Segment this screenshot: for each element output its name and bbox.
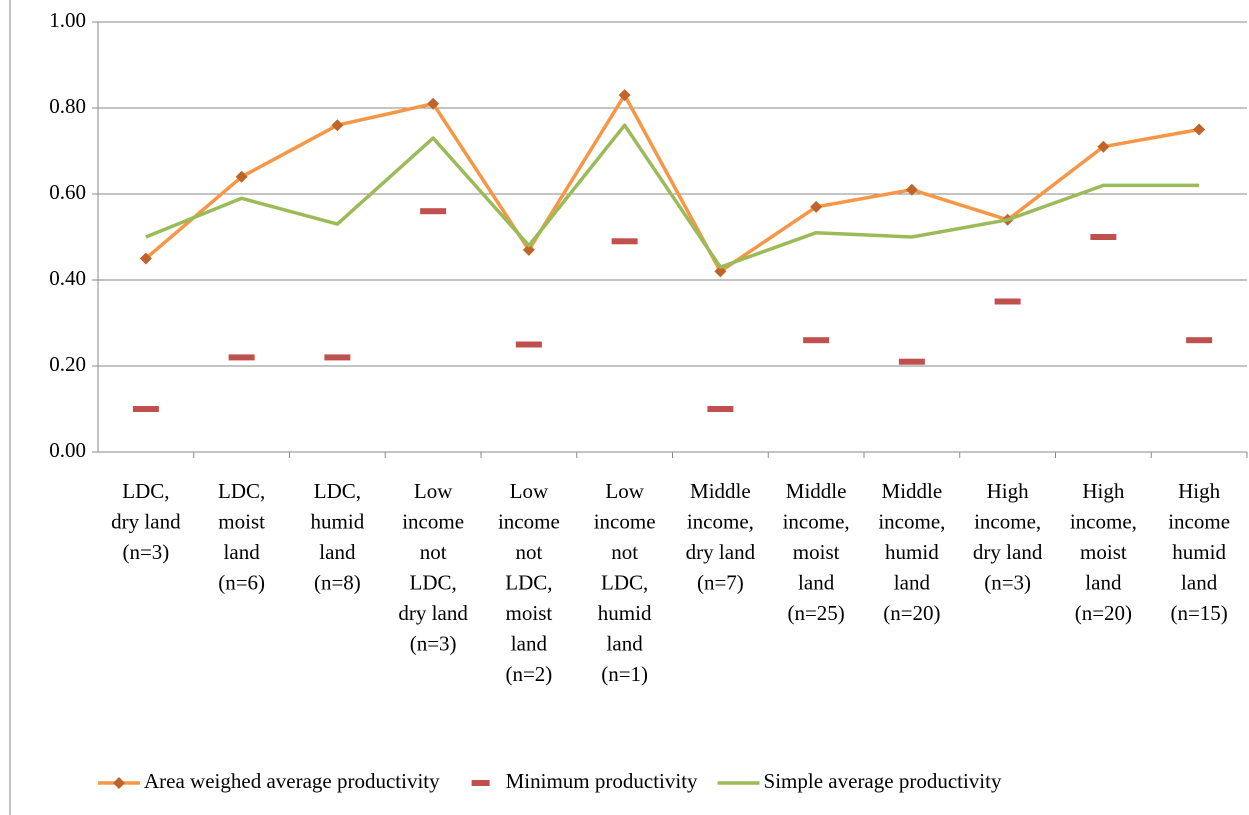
point <box>714 265 727 278</box>
point <box>618 89 631 102</box>
x-tick-label: Low income not LDC, dry land (n=3) <box>398 479 468 656</box>
point <box>898 358 925 365</box>
point <box>1097 140 1110 153</box>
legend-label: Simple average productivity <box>764 769 1002 793</box>
legend-label: Area weighed average productivity <box>144 769 440 793</box>
point <box>132 406 159 412</box>
point <box>1186 337 1213 344</box>
y-tick-label: 0.20 <box>49 352 86 376</box>
x-tick-label: Low income not LDC, moist land (n=2) <box>498 479 560 686</box>
point <box>139 252 152 265</box>
x-tick-label: High income humid land (n=15) <box>1168 479 1230 625</box>
point <box>1193 123 1206 136</box>
x-tick-label: Low income not LDC, humid land (n=1) <box>594 479 656 686</box>
x-tick-label: High income, moist land (n=20) <box>1070 479 1137 625</box>
point <box>994 298 1021 305</box>
legend-label: Minimum productivity <box>506 769 698 793</box>
x-tick-label: High income, dry land (n=3) <box>973 479 1043 595</box>
series-line <box>144 93 1200 274</box>
point <box>324 354 351 361</box>
point <box>803 337 830 344</box>
y-tick-label: 0.80 <box>49 94 86 118</box>
y-tick-label: 1.00 <box>49 8 86 32</box>
legend-marker <box>113 777 125 789</box>
point <box>707 406 734 412</box>
point <box>1090 234 1117 240</box>
x-tick-label: LDC, moist land (n=6) <box>218 479 265 595</box>
point <box>810 200 823 213</box>
y-tick-label: 0.60 <box>49 180 86 204</box>
point <box>420 208 447 215</box>
point <box>522 243 535 256</box>
point <box>515 341 542 348</box>
x-tick-label: Middle income, humid land (n=20) <box>878 479 945 625</box>
point <box>427 97 440 110</box>
y-tick-label: 0.00 <box>49 438 86 462</box>
point <box>905 183 918 196</box>
point <box>331 119 344 132</box>
x-tick-label: Middle income, moist land (n=25) <box>783 479 850 625</box>
point <box>228 354 255 361</box>
x-tick-label: LDC, dry land (n=3) <box>111 479 181 564</box>
point <box>611 238 638 245</box>
point <box>235 170 248 183</box>
x-tick-label: Middle income, dry land (n=7) <box>686 479 756 595</box>
series-line <box>145 123 1200 269</box>
y-tick-label: 0.40 <box>49 266 86 290</box>
legend-marker <box>471 780 490 786</box>
x-tick-label: LDC, humid land (n=8) <box>311 479 365 595</box>
